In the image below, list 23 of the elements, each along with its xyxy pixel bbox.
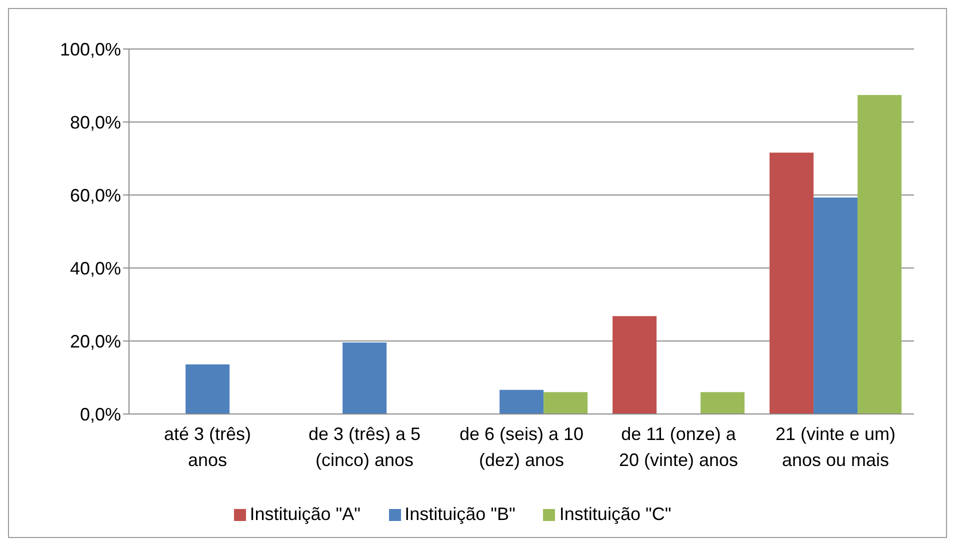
bar [544, 392, 588, 414]
legend-label: Instituição "C" [559, 504, 672, 524]
x-tick-label: de 3 (três) a 5 (cinco) anos [308, 424, 421, 470]
legend-label: Instituição "B" [404, 504, 516, 524]
y-tick-label: 80,0% [70, 112, 121, 132]
y-tick-label: 0,0% [80, 404, 121, 424]
y-tick-label: 60,0% [70, 185, 121, 206]
bar [814, 198, 858, 414]
y-tick-label: 40,0% [70, 258, 121, 278]
x-tick-label: de 11 (onze) a 20 (vinte) anos [618, 424, 738, 470]
bar [770, 152, 814, 414]
bar [612, 316, 657, 414]
bar [342, 342, 387, 414]
bar [500, 390, 544, 414]
bar [186, 364, 230, 414]
bar [700, 392, 745, 414]
y-tick-label: 20,0% [70, 331, 121, 352]
legend-label: Instituição "A" [250, 504, 361, 524]
bar [858, 94, 902, 414]
x-tick-label: 21 (vinte e um) anos ou mais [775, 424, 896, 470]
x-tick-label: até 3 (três) anos [164, 424, 252, 470]
x-tick-label: de 6 (seis) a 10 (dez) anos [459, 424, 584, 470]
y-tick-label: 100,0% [60, 39, 121, 60]
